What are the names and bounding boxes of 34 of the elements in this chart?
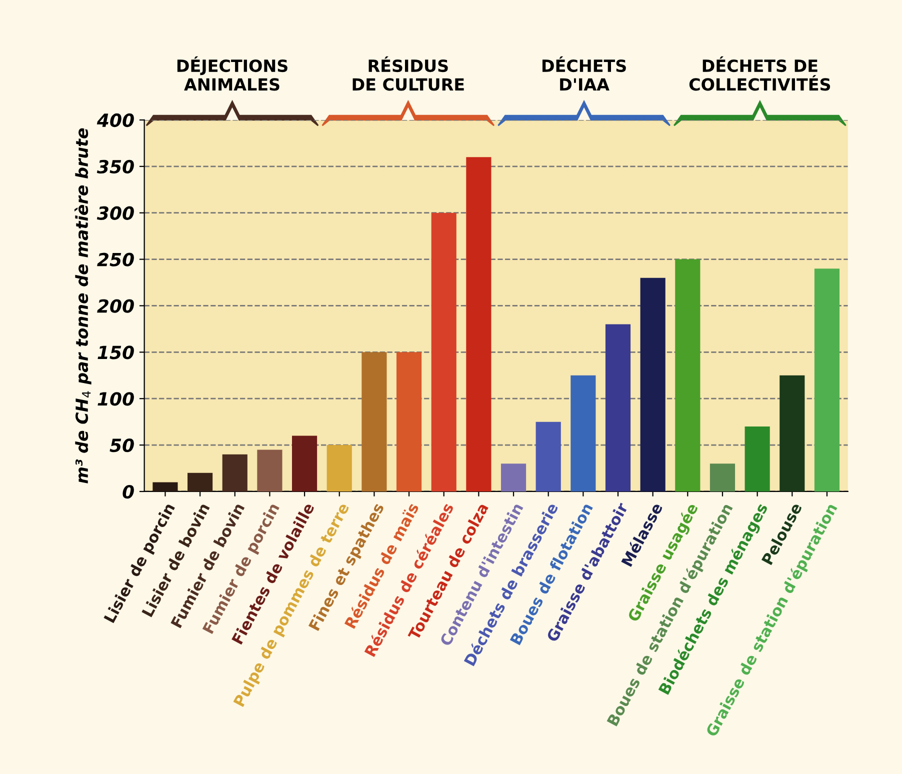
text: DÉCHETS DE COLLECTIVITÉS xyxy=(689,56,830,91)
y-tick-label: 250 xyxy=(97,252,134,266)
text: RÉSIDUS DE CULTURE xyxy=(352,56,464,91)
bar xyxy=(675,259,700,492)
bar xyxy=(362,352,387,492)
bar xyxy=(396,352,422,492)
y-axis-title: m³ de CH$_{4}$ par tonne de matière brute xyxy=(74,128,92,484)
bar xyxy=(257,450,282,492)
y-tick-label: 0 xyxy=(122,484,134,499)
bar xyxy=(326,445,352,492)
bar xyxy=(292,436,318,492)
bar xyxy=(710,464,736,492)
text: DÉJECTIONS ANIMALES xyxy=(177,56,288,91)
y-tick-label: 150 xyxy=(98,346,134,360)
y-tick-label: 300 xyxy=(96,206,134,220)
text: DÉCHETS D'IAA xyxy=(542,56,626,90)
bar xyxy=(744,426,770,492)
bar xyxy=(780,375,805,492)
bar xyxy=(188,472,213,492)
bar xyxy=(431,212,456,492)
bar xyxy=(570,375,596,492)
y-tick-label: 50 xyxy=(110,438,134,452)
y-tick-label: 200 xyxy=(97,299,134,313)
bar xyxy=(466,157,492,492)
bar xyxy=(152,482,178,492)
bar xyxy=(500,464,526,492)
bar xyxy=(605,324,631,492)
bar xyxy=(640,278,666,492)
y-tick-label: 400 xyxy=(96,113,134,128)
bar xyxy=(536,422,561,492)
y-tick-label: 350 xyxy=(96,160,134,174)
y-tick-label: 100 xyxy=(98,392,134,406)
bar xyxy=(222,454,248,492)
bar xyxy=(814,268,840,492)
